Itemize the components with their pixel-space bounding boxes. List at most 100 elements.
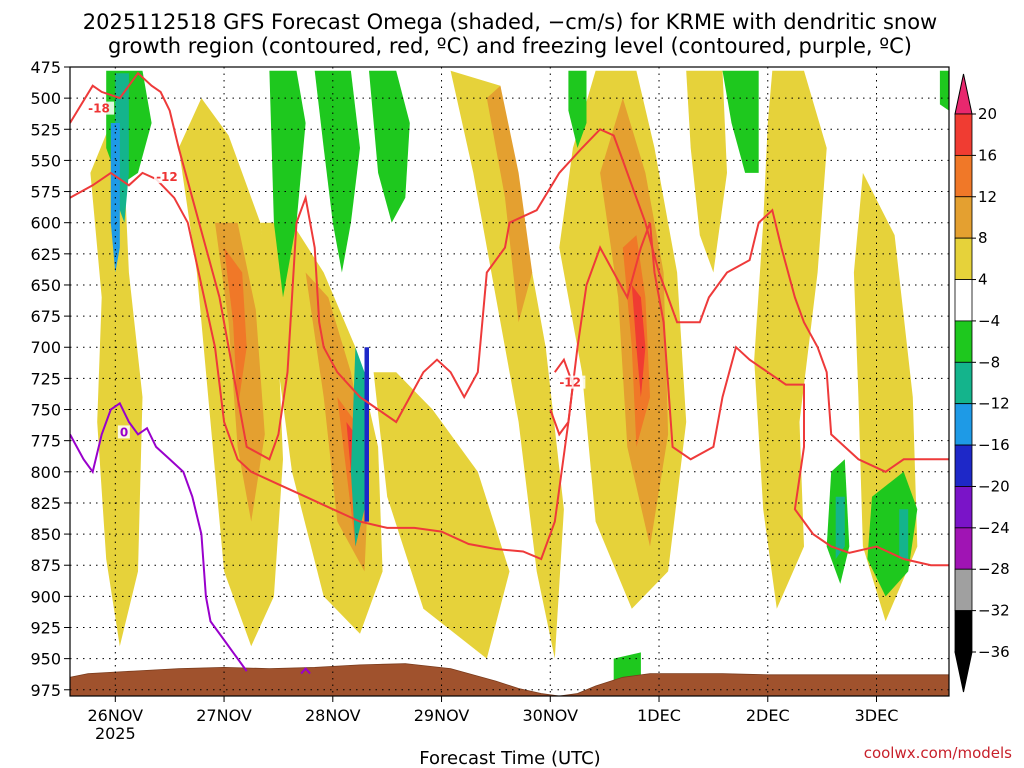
y-tick-label-800: 800 — [30, 463, 61, 482]
y-tick-label-825: 825 — [30, 494, 61, 513]
omega-region-31 — [899, 509, 909, 559]
x-tick-year-label: 2025 — [95, 724, 136, 743]
y-tick-label-550: 550 — [30, 151, 61, 170]
colorbar-label-9: −20 — [978, 477, 1010, 495]
colorbar-bottom-arrow — [954, 651, 973, 693]
x-axis-label: Forecast Time (UTC) — [419, 748, 600, 768]
omega-region-20 — [369, 70, 410, 223]
y-tick-label-900: 900 — [30, 587, 61, 606]
colorbar-label-2: 12 — [978, 188, 997, 206]
colorbar-swatch-10 — [954, 527, 973, 570]
y-tick-label-875: 875 — [30, 556, 61, 575]
colorbar-label-10: −24 — [978, 519, 1010, 537]
x-tick-label-5: 1DEC — [637, 706, 681, 725]
x-tick-label-7: 3DEC — [855, 706, 899, 725]
colorbar-swatch-7 — [954, 403, 973, 446]
colorbar-swatch-6 — [954, 361, 973, 405]
y-tick-label-525: 525 — [30, 120, 61, 139]
terrain-ground — [70, 663, 949, 696]
dgz-contour-label-bg-1 — [154, 170, 183, 184]
colorbar-swatch-5 — [954, 320, 973, 363]
omega-region-22 — [722, 70, 759, 173]
credit-text[interactable]: coolwx.com/models — [864, 744, 1012, 762]
dgz-contour-label-1: -12 — [156, 170, 178, 184]
colorbar-label-11: −28 — [978, 560, 1010, 578]
colorbar-label-13: −36 — [978, 643, 1010, 661]
colorbar-label-5: −4 — [978, 312, 1000, 330]
colorbar-swatch-2 — [954, 196, 973, 239]
omega-region-16 — [631, 285, 646, 398]
omega-region-4 — [450, 70, 564, 659]
dgz-contour-line-1 — [70, 171, 949, 567]
omega-region-25 — [867, 471, 918, 597]
colorbar-label-0: 20 — [978, 105, 997, 123]
y-tick-label-500: 500 — [30, 89, 61, 108]
y-tick-label-925: 925 — [30, 618, 61, 637]
colorbar-swatch-3 — [954, 237, 973, 280]
freezing-contour-label-0: 0 — [120, 425, 128, 439]
colorbar-label-4: 4 — [978, 271, 988, 289]
y-axis-ticks: 475 500 525 550 575 600 625 650 675 700 725 750 775 8… — [30, 58, 70, 700]
colorbar-label-12: −32 — [978, 602, 1010, 620]
contour-layer: -18 -12 -12 0 — [70, 71, 949, 675]
omega-region-1 — [178, 98, 283, 647]
dgz-contour-line-2 — [549, 357, 574, 437]
chart-title-line1: 2025112518 GFS Forecast Omega (shaded, −… — [83, 10, 937, 34]
freezing-contour-label-bg-0 — [117, 425, 130, 439]
freezing-contour-line-0 — [70, 401, 248, 672]
dgz-contour-line-0 — [70, 71, 949, 473]
x-tick-label-4: 30NOV — [522, 706, 578, 725]
dgz-contour-label-bg-2 — [557, 375, 586, 389]
x-tick-label-3: 29NOV — [414, 706, 470, 725]
y-tick-label-775: 775 — [30, 432, 61, 451]
x-tick-label-2: 28NOV — [305, 706, 361, 725]
colorbar-swatch-0 — [954, 113, 973, 156]
colorbar-label-3: 8 — [978, 229, 988, 247]
omega-region-19 — [314, 70, 360, 273]
dgz-contour-label-bg-0 — [86, 101, 115, 115]
colorbar-swatch-4 — [954, 279, 973, 322]
omega-region-3 — [373, 372, 510, 659]
colorbar-label-6: −8 — [978, 353, 1000, 371]
colorbar-swatch-8 — [954, 444, 973, 487]
y-tick-label-675: 675 — [30, 307, 61, 326]
y-tick-label-750: 750 — [30, 401, 61, 420]
colorbar-top-arrow — [954, 73, 973, 115]
omega-region-21 — [269, 70, 306, 298]
terrain-layer — [70, 663, 949, 696]
colorbar-label-7: −12 — [978, 395, 1010, 413]
x-tick-label-0: 26NOV — [88, 706, 144, 725]
y-tick-label-975: 975 — [30, 681, 61, 700]
colorbar-swatch-1 — [954, 154, 973, 198]
y-tick-label-600: 600 — [30, 214, 61, 233]
dgz-contour-label-2: -12 — [559, 376, 581, 390]
plot-frame — [69, 66, 950, 697]
colorbar-label-1: 16 — [978, 146, 997, 164]
colorbar-swatch-11 — [954, 568, 973, 612]
dgz-contour-label-0: -18 — [88, 102, 110, 116]
x-tick-label-1: 27NOV — [196, 706, 252, 725]
y-tick-label-950: 950 — [30, 650, 61, 669]
chart-title-line2: growth region (contoured, red, ºC) and f… — [108, 34, 912, 58]
colorbar-label-8: −16 — [978, 436, 1010, 454]
omega-region-30 — [835, 496, 845, 559]
y-tick-label-475: 475 — [30, 58, 61, 77]
omega-region-26 — [613, 652, 641, 682]
y-tick-label-725: 725 — [30, 369, 61, 388]
colorbar-swatch-9 — [954, 486, 973, 529]
y-tick-label-625: 625 — [30, 245, 61, 264]
colorbar: 20 16 12 8 4 −4 −8 −12 −16 −20 −24 −28 −32 −36 — [954, 73, 1010, 693]
omega-region-6 — [754, 70, 827, 609]
grid-lines — [70, 67, 949, 696]
omega-region-12 — [486, 85, 533, 323]
y-tick-label-650: 650 — [30, 276, 61, 295]
freezing-contour-line-1 — [300, 667, 311, 675]
colorbar-swatch-12 — [954, 610, 973, 653]
omega-region-23 — [568, 70, 587, 148]
x-tick-label-6: 2DEC — [746, 706, 790, 725]
omega-region-13 — [224, 247, 247, 410]
y-tick-label-575: 575 — [30, 183, 61, 202]
y-tick-label-700: 700 — [30, 338, 61, 357]
